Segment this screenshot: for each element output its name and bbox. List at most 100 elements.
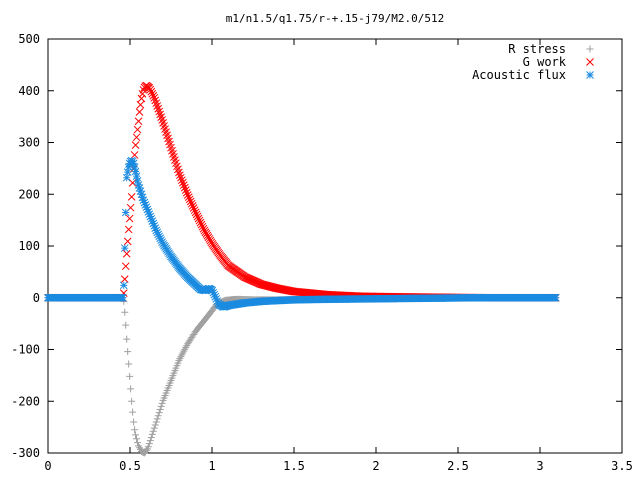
data-point xyxy=(183,191,192,199)
data-point xyxy=(152,99,161,108)
data-point xyxy=(141,201,150,209)
data-point xyxy=(149,427,157,435)
data-point xyxy=(551,293,560,302)
data-point xyxy=(199,224,208,233)
axis-ticks xyxy=(47,38,623,454)
x-tick-label: 3 xyxy=(536,459,543,473)
data-point xyxy=(154,412,162,420)
data-point xyxy=(129,159,138,168)
data-point xyxy=(146,437,154,445)
data-point xyxy=(212,295,221,303)
x-tick-label: 0.5 xyxy=(119,459,141,473)
data-point xyxy=(190,206,199,215)
data-point xyxy=(157,236,166,245)
data-point xyxy=(157,113,166,121)
data-point xyxy=(148,430,156,438)
data-point xyxy=(136,100,145,109)
data-point xyxy=(124,163,133,171)
data-point xyxy=(121,308,129,316)
series-r-stress xyxy=(44,294,560,457)
data-point xyxy=(120,275,129,283)
data-point xyxy=(124,225,133,234)
data-point xyxy=(196,218,205,227)
x-tick-label: 0 xyxy=(44,459,51,473)
data-point xyxy=(131,426,139,434)
data-point xyxy=(145,440,153,448)
data-point xyxy=(148,89,157,98)
y-tick-labels: -300 -200 -100 0 100 200 300 400 500 xyxy=(11,32,40,460)
data-point xyxy=(151,421,159,429)
data-point xyxy=(195,216,204,225)
y-tick-label: 500 xyxy=(18,32,40,46)
data-point xyxy=(210,290,219,299)
data-point xyxy=(186,197,195,206)
data-point xyxy=(153,102,162,110)
data-point xyxy=(137,190,146,199)
data-point xyxy=(128,157,137,166)
data-point xyxy=(182,188,191,197)
data-point xyxy=(147,87,156,96)
data-point xyxy=(155,232,164,241)
data-point xyxy=(122,173,131,182)
data-point xyxy=(150,424,158,432)
data-point xyxy=(152,418,160,426)
data-point xyxy=(121,262,130,271)
data-point xyxy=(125,360,133,368)
data-point xyxy=(178,178,187,187)
data-point xyxy=(191,208,200,217)
data-point xyxy=(134,117,143,126)
data-point xyxy=(131,141,140,149)
data-point xyxy=(185,195,194,204)
legend-marker xyxy=(586,58,594,66)
data-point xyxy=(150,221,159,230)
x-tick-label: 2.5 xyxy=(447,459,469,473)
data-point xyxy=(123,237,132,246)
data-point xyxy=(211,292,220,301)
data-point xyxy=(156,406,164,414)
data-point xyxy=(181,186,190,194)
data-point xyxy=(156,234,165,243)
data-point xyxy=(153,228,162,237)
data-point xyxy=(179,181,188,189)
plot-frame xyxy=(47,38,623,454)
x-tick-labels: 0 0.5 1 1.5 2 2.5 3 3.5 xyxy=(44,459,632,473)
data-point xyxy=(129,408,137,416)
data-point xyxy=(120,244,129,252)
data-point xyxy=(121,208,130,217)
data-point xyxy=(138,193,147,202)
series-layer xyxy=(44,81,560,457)
data-point xyxy=(176,171,184,180)
data-point xyxy=(193,212,202,221)
data-point xyxy=(194,214,203,223)
x-tick-label: 3.5 xyxy=(611,459,633,473)
data-point xyxy=(142,446,150,454)
data-point xyxy=(176,173,185,182)
data-point xyxy=(131,167,140,176)
legend-label: Acoustic flux xyxy=(472,68,566,82)
data-point xyxy=(140,198,149,207)
data-point xyxy=(157,402,165,410)
data-point xyxy=(133,435,141,443)
data-point xyxy=(133,176,142,185)
data-point xyxy=(147,433,155,441)
data-point xyxy=(146,212,155,221)
data-point xyxy=(126,372,134,380)
data-point xyxy=(149,91,158,100)
data-point xyxy=(130,418,138,426)
y-tick-label: 100 xyxy=(18,239,40,253)
data-point xyxy=(209,288,218,297)
data-point xyxy=(119,281,128,290)
chart-title: m1/n1.5/q1.75/r-+.15-j79/M2.0/512 xyxy=(226,12,445,25)
data-point xyxy=(152,226,161,235)
data-point xyxy=(208,286,217,295)
data-point xyxy=(155,107,164,116)
data-point xyxy=(155,409,163,417)
data-point xyxy=(137,94,146,103)
data-point xyxy=(135,108,144,116)
data-point xyxy=(132,133,141,142)
series-g-work xyxy=(44,81,560,302)
plot-border xyxy=(47,38,623,454)
data-point xyxy=(189,204,198,212)
